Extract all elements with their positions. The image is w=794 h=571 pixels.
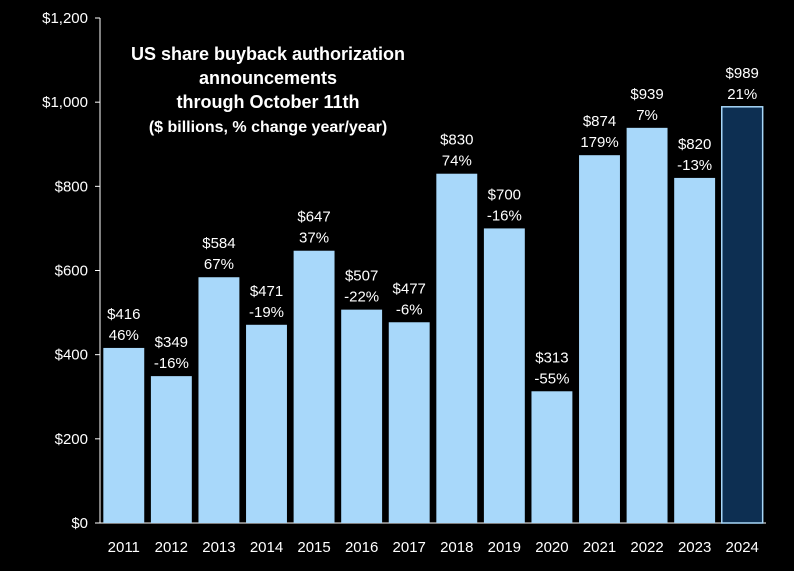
value-label: $313 xyxy=(535,349,568,366)
value-label: $874 xyxy=(583,113,616,130)
bar-2022 xyxy=(626,127,668,524)
value-label: $507 xyxy=(345,268,378,285)
pct-change-label: 67% xyxy=(204,256,234,273)
bar-2024 xyxy=(721,106,764,524)
pct-change-label: -55% xyxy=(534,370,569,387)
value-label: $584 xyxy=(202,235,235,252)
pct-change-label: -13% xyxy=(677,157,712,174)
value-label: $830 xyxy=(440,132,473,149)
bar-2023 xyxy=(674,177,716,523)
value-label: $939 xyxy=(630,86,663,103)
bar-2019 xyxy=(483,228,525,523)
value-label: $647 xyxy=(297,209,330,226)
x-tick-label: 2013 xyxy=(202,539,235,556)
x-tick-label: 2014 xyxy=(250,539,283,556)
pct-change-label: -19% xyxy=(249,304,284,321)
y-tick-label: $1,200 xyxy=(42,10,88,27)
pct-change-label: -16% xyxy=(487,207,522,224)
value-label: $820 xyxy=(678,136,711,153)
x-tick-label: 2016 xyxy=(345,539,378,556)
pct-change-label: 7% xyxy=(636,107,658,124)
bar-2013 xyxy=(198,277,240,523)
x-tick-label: 2017 xyxy=(393,539,426,556)
chart-title-line-1: US share buyback authorization xyxy=(131,44,405,64)
x-tick-label: 2023 xyxy=(678,539,711,556)
bar-2020 xyxy=(531,391,573,523)
data-labels: 2011 $416 46% 2012 $349 -16% 2013 $584 67% 2014 $4… xyxy=(107,65,759,556)
chart-title-line-4: ($ billions, % change year/year) xyxy=(149,119,387,136)
bar-2015 xyxy=(293,250,335,524)
x-tick-label: 2015 xyxy=(297,539,330,556)
value-label: $989 xyxy=(726,65,759,82)
chart-title: US share buyback authorization announcem… xyxy=(131,44,405,136)
y-tick-label: $400 xyxy=(55,347,88,364)
y-tick-label: $800 xyxy=(55,178,88,195)
bars xyxy=(103,106,764,524)
y-tick-label: $600 xyxy=(55,263,88,280)
bar-2021 xyxy=(579,155,620,524)
x-tick-label: 2020 xyxy=(535,539,568,556)
x-tick-label: 2012 xyxy=(155,539,188,556)
value-label: $471 xyxy=(250,283,283,300)
bar-2011 xyxy=(103,347,145,523)
pct-change-label: 179% xyxy=(580,134,618,151)
y-tick-label: $200 xyxy=(55,431,88,448)
x-tick-label: 2024 xyxy=(726,539,759,556)
pct-change-label: 37% xyxy=(299,230,329,247)
pct-change-label: -22% xyxy=(344,289,379,306)
x-tick-label: 2019 xyxy=(488,539,521,556)
bar-2018 xyxy=(436,173,478,524)
x-tick-label: 2021 xyxy=(583,539,616,556)
value-label: $416 xyxy=(107,306,140,323)
pct-change-label: 21% xyxy=(727,86,757,103)
x-tick-label: 2022 xyxy=(630,539,663,556)
pct-change-label: 46% xyxy=(109,327,139,344)
pct-change-label: -16% xyxy=(154,355,189,372)
value-label: $349 xyxy=(155,334,188,351)
bar-2012 xyxy=(150,376,192,523)
value-label: $700 xyxy=(488,186,521,203)
chart-title-line-2: announcements xyxy=(199,68,337,88)
pct-change-label: -6% xyxy=(396,301,423,318)
pct-change-label: 74% xyxy=(442,153,472,170)
y-tick-label: $1,000 xyxy=(42,94,88,111)
chart-title-line-3: through October 11th xyxy=(176,92,359,112)
bar-2014 xyxy=(246,324,287,523)
bar-2017 xyxy=(388,322,430,523)
x-tick-label: 2011 xyxy=(108,539,140,556)
value-label: $477 xyxy=(393,280,426,297)
y-tick-label: $0 xyxy=(71,515,88,532)
x-tick-label: 2018 xyxy=(440,539,473,556)
bar-2016 xyxy=(341,309,383,523)
